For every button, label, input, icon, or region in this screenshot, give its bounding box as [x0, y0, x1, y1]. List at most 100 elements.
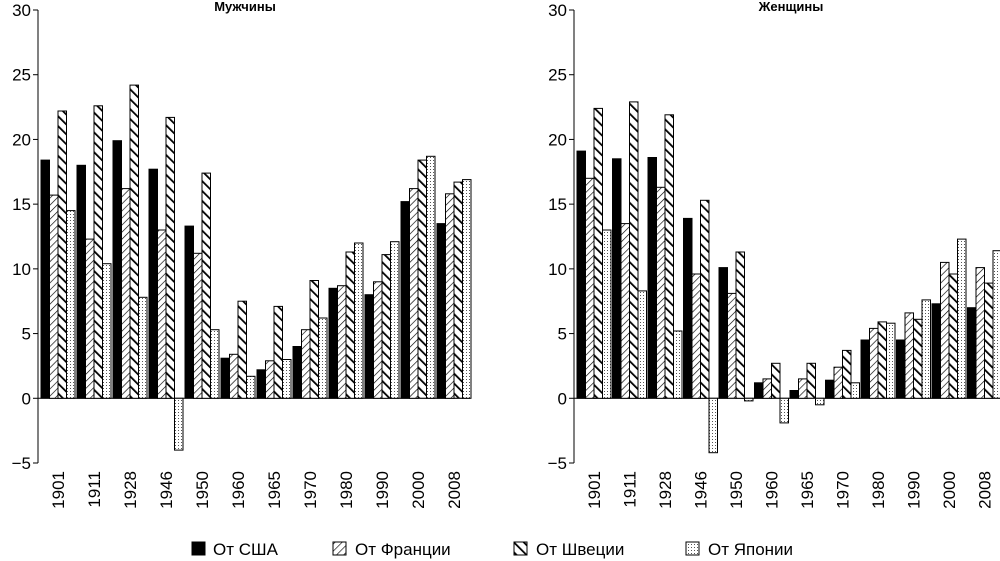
men-bar-japan-1950 [210, 329, 220, 399]
women-y-tick-label: −5 [548, 454, 567, 473]
men-bar-usa-1965 [256, 369, 266, 399]
women-bar-japan-1990 [921, 299, 931, 399]
men-x-tick-label: 1980 [337, 471, 356, 509]
women-x-tick-label: 1950 [727, 471, 746, 509]
legend-item-france: От Франции [332, 540, 451, 559]
men-y-tick-label: 15 [12, 195, 31, 214]
men-bar-sweden-2008 [453, 181, 463, 399]
men-y-tick-label: 0 [22, 389, 31, 408]
women-x-tick-label: 1911 [621, 471, 640, 508]
legend-item-usa: От США [191, 540, 279, 559]
women-bar-usa-1960 [754, 382, 764, 399]
men-bar-usa-2000 [400, 201, 410, 399]
men-x-tick-label: 1970 [301, 471, 320, 509]
women-bar-france-1970 [833, 366, 843, 399]
women-bar-sweden-2008 [984, 282, 994, 399]
women-bar-sweden-1901 [593, 107, 603, 399]
men-y-tick-label: 20 [12, 130, 31, 149]
legend-label-usa: От США [213, 540, 279, 559]
men-chart-panel: Мужчины −5 0 5 10 15 20 25 30 1901 1911 1928 1946 19… [12, 0, 472, 509]
women-x-tick-label: 2000 [940, 471, 959, 509]
men-bar-usa-1901 [40, 159, 50, 399]
women-bar-sweden-1950 [735, 251, 745, 399]
men-x-tick-label: 1965 [265, 471, 284, 509]
men-bar-france-1990 [373, 281, 383, 399]
women-bar-japan-1965 [815, 397, 825, 406]
men-bar-france-1911 [85, 238, 95, 399]
women-bar-japan-1950 [744, 397, 754, 402]
men-bar-france-1970 [301, 329, 311, 399]
men-y-tick-label: 5 [22, 325, 31, 344]
men-bar-usa-1911 [76, 164, 86, 399]
men-bar-sweden-1928 [129, 84, 139, 399]
men-bar-japan-1980 [354, 242, 364, 399]
men-x-tick-label: 1928 [121, 471, 140, 509]
legend-swatch-japan [685, 541, 700, 556]
women-bar-sweden-1980 [877, 321, 887, 399]
women-y-tick-label: 0 [558, 389, 567, 408]
women-bar-france-1980 [869, 327, 879, 399]
women-x-tick-label: 1965 [798, 471, 817, 509]
men-bar-usa-1970 [292, 346, 302, 399]
women-y-tick-label: 30 [548, 1, 567, 20]
men-bar-france-1980 [337, 285, 347, 399]
women-x-tick-label: 1980 [869, 471, 888, 509]
men-bar-sweden-1980 [345, 251, 355, 399]
men-y-tick-label: 10 [12, 260, 31, 279]
women-bar-france-1960 [762, 378, 772, 399]
men-bar-usa-1960 [220, 357, 230, 399]
men-bar-japan-1970 [318, 317, 328, 399]
men-chart-title: Мужчины [214, 0, 276, 14]
women-bar-japan-2000 [957, 238, 967, 399]
women-bar-sweden-1960 [771, 362, 781, 399]
men-x-tick-label: 1990 [373, 471, 392, 509]
men-bar-france-2008 [445, 193, 455, 399]
women-bar-japan-1928 [673, 330, 683, 399]
women-bar-usa-1911 [612, 158, 622, 399]
men-bar-japan-1990 [390, 241, 400, 399]
men-bar-usa-1950 [184, 225, 194, 399]
men-bar-france-1950 [193, 252, 203, 399]
legend-swatch-france [332, 541, 347, 556]
men-bar-usa-2008 [436, 223, 446, 399]
women-bar-france-2000 [940, 261, 950, 399]
men-x-tick-label: 2008 [445, 471, 464, 509]
women-x-tick-label: 1990 [905, 471, 924, 509]
men-bar-sweden-1950 [201, 172, 211, 399]
women-bar-usa-1980 [860, 339, 870, 399]
men-bar-france-2000 [409, 188, 419, 399]
men-x-tick-label: 1960 [229, 471, 248, 509]
chart-legend: От США От Франции От Швеции От Японии [191, 540, 793, 559]
men-bar-sweden-1901 [57, 110, 67, 399]
men-bar-france-1960 [229, 353, 239, 399]
men-bar-japan-1901 [66, 210, 76, 399]
legend-label-france: От Франции [355, 540, 451, 559]
women-y-tick-label: 20 [548, 130, 567, 149]
men-bar-japan-1911 [102, 263, 112, 399]
men-bar-japan-1928 [138, 296, 148, 399]
women-bar-sweden-1990 [913, 318, 923, 399]
women-y-tick-label: 10 [548, 260, 567, 279]
legend-label-japan: От Японии [708, 540, 793, 559]
legend-swatch-sweden [513, 541, 528, 556]
women-x-tick-label: 1960 [763, 471, 782, 509]
men-bar-france-1901 [49, 194, 59, 399]
women-bar-france-1965 [798, 378, 808, 399]
women-bar-sweden-1928 [664, 114, 674, 399]
women-bar-usa-1950 [718, 267, 728, 399]
women-bar-france-1911 [620, 223, 630, 399]
men-bar-sweden-1990 [381, 254, 391, 399]
women-bar-japan-2008 [992, 250, 1000, 399]
women-x-tick-label: 2008 [976, 471, 995, 509]
men-bar-usa-1946 [148, 168, 158, 399]
women-bar-france-2008 [975, 267, 985, 399]
women-bar-usa-1990 [896, 339, 906, 399]
men-y-tick-label: 25 [12, 66, 31, 85]
men-bar-sweden-1911 [93, 105, 103, 399]
men-bar-france-1946 [157, 229, 167, 399]
women-bar-usa-1928 [647, 157, 657, 399]
women-chart-title: Женщины [758, 0, 824, 14]
men-bar-france-1965 [265, 360, 275, 399]
men-bar-japan-1960 [246, 375, 256, 399]
men-bar-france-1928 [121, 188, 131, 399]
